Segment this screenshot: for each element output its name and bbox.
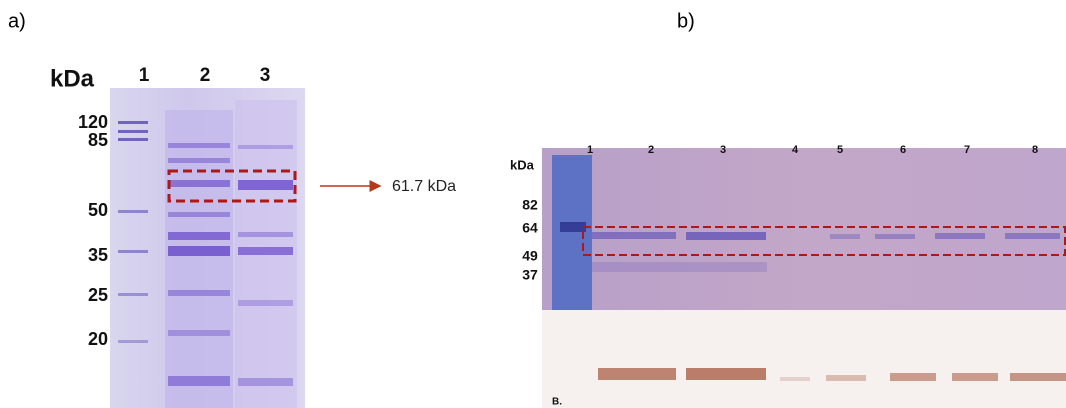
marker-label: 64 bbox=[522, 220, 538, 236]
lane-label: 2 bbox=[648, 144, 654, 156]
marker-label: 20 bbox=[88, 329, 108, 349]
panel-label: a) bbox=[8, 10, 26, 32]
unit-label: kDa bbox=[50, 65, 95, 92]
marker-label: 120 bbox=[78, 112, 108, 132]
lane-label: 3 bbox=[720, 144, 726, 156]
lane-label: 6 bbox=[900, 144, 906, 156]
unit-label: kDa bbox=[510, 157, 535, 172]
marker-label: 85 bbox=[88, 130, 108, 150]
lane-label: 7 bbox=[964, 144, 970, 156]
lane-label: 2 bbox=[200, 65, 211, 86]
marker-label: 82 bbox=[522, 197, 538, 213]
marker-label: 50 bbox=[88, 200, 108, 220]
gel-b bbox=[542, 148, 1066, 408]
lane-label: 8 bbox=[1032, 144, 1038, 156]
marker-label: 35 bbox=[88, 245, 108, 265]
lane-label: 1 bbox=[139, 65, 150, 86]
lane-label: 4 bbox=[792, 144, 799, 156]
lane-label: 1 bbox=[587, 144, 593, 156]
marker-label: 25 bbox=[88, 285, 108, 305]
panel-label: b) bbox=[677, 10, 695, 32]
gel-a bbox=[110, 88, 305, 408]
lane-label: 5 bbox=[837, 144, 843, 156]
lane-label: 3 bbox=[260, 65, 271, 86]
annotation: 61.7 kDa bbox=[392, 178, 456, 195]
marker-label: 49 bbox=[522, 248, 538, 264]
marker-label: 37 bbox=[522, 267, 538, 283]
blot-label: B. bbox=[552, 397, 562, 408]
